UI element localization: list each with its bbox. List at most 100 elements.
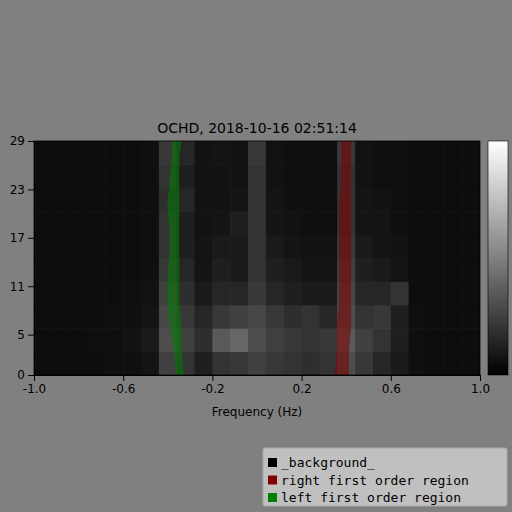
heat-cell [444,305,462,329]
y-tick-mark [28,141,34,142]
y-tick-label: 0 [17,368,25,382]
x-tick-label: -1.0 [23,382,46,396]
heat-cell [319,352,337,375]
heat-cell [248,305,266,329]
heat-cell [266,328,284,352]
heat-cell [88,305,106,329]
heat-cell [319,164,337,188]
heat-cell [319,305,337,329]
heat-cell [34,305,52,329]
x-tick: -0.6 [112,375,135,396]
heat-cell [70,305,88,329]
heat-cell [284,328,302,352]
x-tick: -1.0 [23,375,46,396]
heat-cell [105,188,123,212]
x-tick-mark [123,375,124,381]
heat-cell [248,235,266,259]
heat-cell [266,211,284,235]
heat-cell [141,188,159,212]
heat-cell [195,281,213,305]
heat-cell [391,352,409,375]
heat-cell [319,235,337,259]
heat-cell [373,141,391,165]
heat-cell [70,141,88,165]
heat-cell [284,281,302,305]
heat-cell [141,164,159,188]
y-tick-mark [28,189,34,190]
heat-cell [123,211,141,235]
heat-cell [230,328,248,352]
heat-cell [105,141,123,165]
heat-cell [373,188,391,212]
heat-cell [248,258,266,282]
legend-label: _background_ [281,455,375,470]
heat-cell [212,281,230,305]
y-tick-label: 23 [10,183,25,197]
heat-cell [52,352,70,375]
legend-swatch [268,493,277,502]
heat-cell [409,328,427,352]
heat-cell [355,188,373,212]
y-axis-line [34,142,35,376]
heat-cell [248,164,266,188]
heat-cell [391,305,409,329]
heat-cell [177,164,195,188]
x-tick-mark [302,375,303,381]
legend-box [263,448,507,506]
heat-cell [373,235,391,259]
heat-cell [212,305,230,329]
x-tick: 0.2 [293,375,312,396]
heat-cell [70,188,88,212]
heat-cell [123,352,141,375]
heat-cell [123,305,141,329]
heat-cell [355,235,373,259]
heat-cell [391,141,409,165]
heat-cell [141,281,159,305]
x-tick-mark [480,375,481,381]
heat-cell [409,305,427,329]
heat-cell [444,281,462,305]
heat-cell [34,164,52,188]
y-tick: 23 [10,183,34,197]
y-tick-label: 17 [10,231,25,245]
heat-cell [123,188,141,212]
heat-cell [52,188,70,212]
heat-cell [409,188,427,212]
heat-cell [52,235,70,259]
heat-cell [391,328,409,352]
x-tick: -0.2 [201,375,224,396]
heat-cell [177,235,195,259]
heat-cell [105,211,123,235]
heat-cell [319,258,337,282]
heat-cell [52,305,70,329]
y-tick-mark [28,286,34,287]
heat-cell [141,352,159,375]
heat-cell [230,305,248,329]
heat-cell [462,305,480,329]
heat-cell [302,235,320,259]
heat-cell [319,328,337,352]
heat-cell [266,352,284,375]
heat-cell [355,258,373,282]
heat-cell [230,164,248,188]
heat-cell [212,188,230,212]
heat-cell [88,164,106,188]
heat-cell [52,164,70,188]
heat-cell [302,352,320,375]
heat-cell [355,281,373,305]
heat-cell [177,258,195,282]
heat-cell [230,188,248,212]
heat-cell [462,211,480,235]
heat-cell [248,141,266,165]
heat-cell [355,141,373,165]
heat-cell [284,352,302,375]
y-tick-label: 11 [10,280,25,294]
heat-cell [212,164,230,188]
y-tick-label: 5 [17,328,25,342]
heat-cell [34,281,52,305]
heat-cell [302,141,320,165]
x-axis-line [35,375,481,376]
heat-cell [230,281,248,305]
heat-cell [444,164,462,188]
heat-cell [444,258,462,282]
